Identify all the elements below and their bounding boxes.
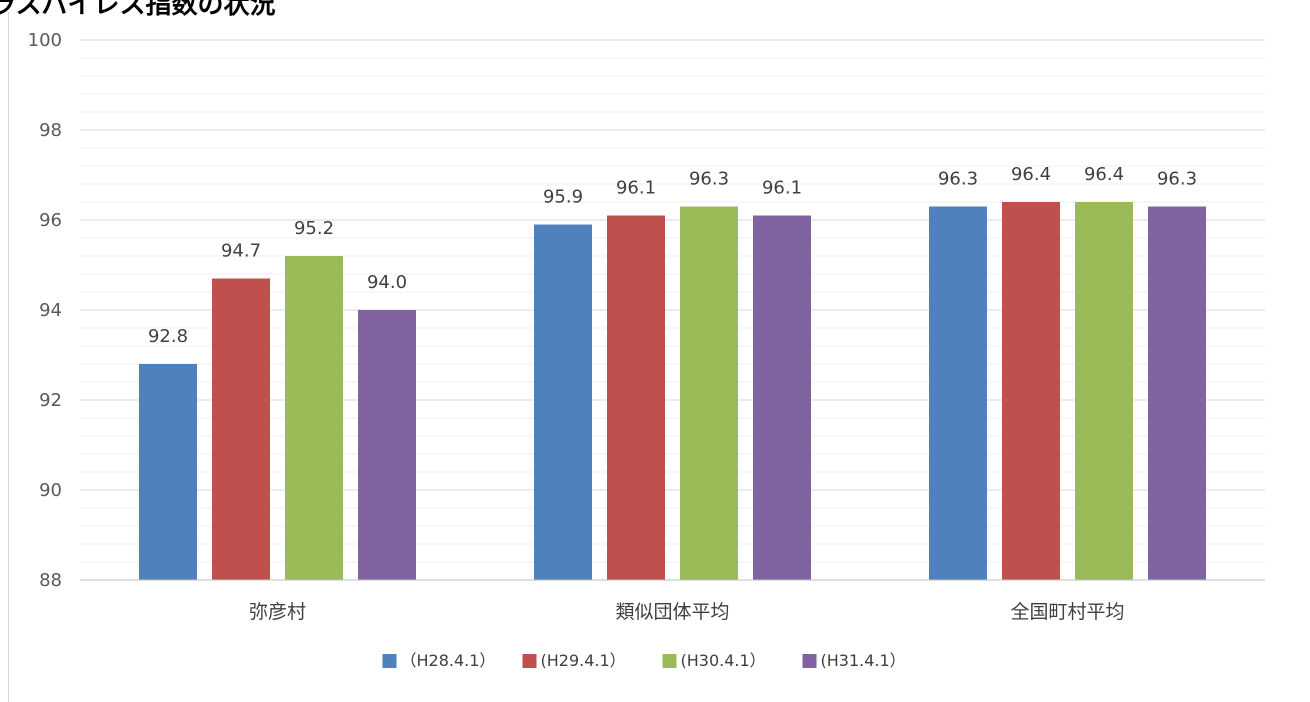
gridlines <box>80 39 1265 581</box>
data-label: 95.2 <box>294 218 334 239</box>
bar <box>534 224 592 580</box>
x-tick-label: 全国町村平均 <box>1010 601 1124 623</box>
data-label: 96.1 <box>762 178 802 199</box>
data-label: 96.4 <box>1084 164 1124 185</box>
data-labels: 92.8 94.7 95.2 94.0 95.9 96.1 96.3 96.1 96.3 96.4… <box>148 164 1197 347</box>
legend-label: (H29.4.1） <box>541 651 626 670</box>
bar <box>680 206 738 580</box>
bar <box>607 215 665 580</box>
bar <box>1148 206 1206 580</box>
bar <box>753 215 811 580</box>
legend-swatch <box>662 654 677 668</box>
legend-swatch <box>802 654 817 668</box>
y-tick-label: 92 <box>39 390 62 411</box>
bar <box>1002 202 1060 580</box>
y-tick-label: 98 <box>39 120 62 141</box>
bar <box>929 206 987 580</box>
data-label: 94.0 <box>367 272 407 293</box>
chart-frame <box>8 12 1308 702</box>
y-tick-label: 90 <box>39 480 62 501</box>
data-label: 95.9 <box>543 187 583 208</box>
bar <box>139 364 197 580</box>
y-tick-label: 88 <box>39 570 62 591</box>
y-tick-label: 94 <box>39 300 62 321</box>
bars <box>139 202 1206 580</box>
legend-label: （H28.4.1） <box>401 651 496 670</box>
x-tick-label: 弥彦村 <box>249 601 306 623</box>
y-tick-label: 96 <box>39 210 62 231</box>
legend-label: (H30.4.1） <box>681 651 766 670</box>
bar <box>358 310 416 580</box>
axes: 88 90 92 94 96 98 100 弥彦村 類似団体平均 全国町村平均 <box>28 30 1265 623</box>
y-tick-label: 100 <box>28 30 62 51</box>
data-label: 96.4 <box>1011 164 1051 185</box>
chart-title: ラスパイレス指数の状況 <box>0 0 276 20</box>
x-tick-label: 類似団体平均 <box>615 601 729 623</box>
bar <box>1075 202 1133 580</box>
bar <box>285 256 343 580</box>
legend: （H28.4.1） (H29.4.1） (H30.4.1） (H31.4.1） <box>382 651 906 670</box>
data-label: 96.3 <box>689 169 729 190</box>
data-label: 96.1 <box>616 178 656 199</box>
bar <box>212 278 270 580</box>
legend-swatch <box>522 654 537 668</box>
data-label: 96.3 <box>938 169 978 190</box>
data-label: 96.3 <box>1157 169 1197 190</box>
legend-label: (H31.4.1） <box>821 651 906 670</box>
data-label: 92.8 <box>148 326 188 347</box>
legend-swatch <box>382 654 397 668</box>
data-label: 94.7 <box>221 241 261 262</box>
